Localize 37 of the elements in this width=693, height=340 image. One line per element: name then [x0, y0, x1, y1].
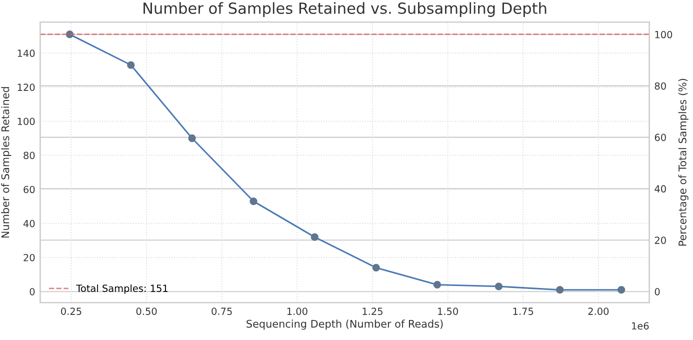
point	[618, 286, 626, 294]
x-tick-label: 0.25	[61, 308, 82, 315]
y2-axis-title: Percentage of Total Samples (%)	[678, 78, 688, 246]
y-tick-label: 120	[18, 84, 35, 91]
x-tick-label: 0.75	[212, 308, 232, 315]
y-axis-title: Number of Samples Retained	[1, 87, 12, 238]
x-tick-label: 1.75	[513, 308, 534, 315]
y-tick-label: 140	[18, 50, 35, 57]
x-tick-label: 1.00	[287, 308, 308, 315]
x-tick-label: 2.00	[588, 308, 609, 315]
x-tick-label: 0.50	[136, 308, 157, 315]
legend-label: Total Samples: 151	[76, 284, 168, 294]
point	[188, 134, 196, 142]
y2-tick-label: 80	[654, 82, 666, 90]
x-axis-title: Sequencing Depth (Number of Reads)	[246, 320, 443, 330]
point	[494, 282, 503, 290]
y-tick-label: 0	[30, 288, 35, 296]
chart-title: Number of Samples Retained vs. Subsampling Depth	[144, 2, 546, 17]
x-tick-label: 1.25	[362, 308, 382, 315]
y2-tick-label: 100	[655, 30, 672, 38]
point	[310, 233, 318, 241]
y-tick-label: 80	[24, 152, 35, 160]
point	[556, 286, 564, 294]
y-tick-label: 60	[24, 186, 35, 194]
point	[433, 280, 442, 289]
y2-tick-label: 0	[654, 288, 660, 296]
y-tick-label: 100	[18, 118, 35, 126]
point	[127, 61, 135, 69]
y-tick-label: 40	[23, 220, 35, 228]
point	[250, 197, 258, 206]
y2-tick-label: 60	[654, 134, 666, 142]
text: 1e6	[632, 322, 649, 330]
point	[372, 264, 380, 272]
x-tick-label: 1.50	[438, 308, 458, 315]
y2-tick-label: 40	[654, 185, 666, 193]
y2-tick-label: 20	[654, 236, 666, 244]
y-tick-label: 20	[24, 254, 35, 262]
